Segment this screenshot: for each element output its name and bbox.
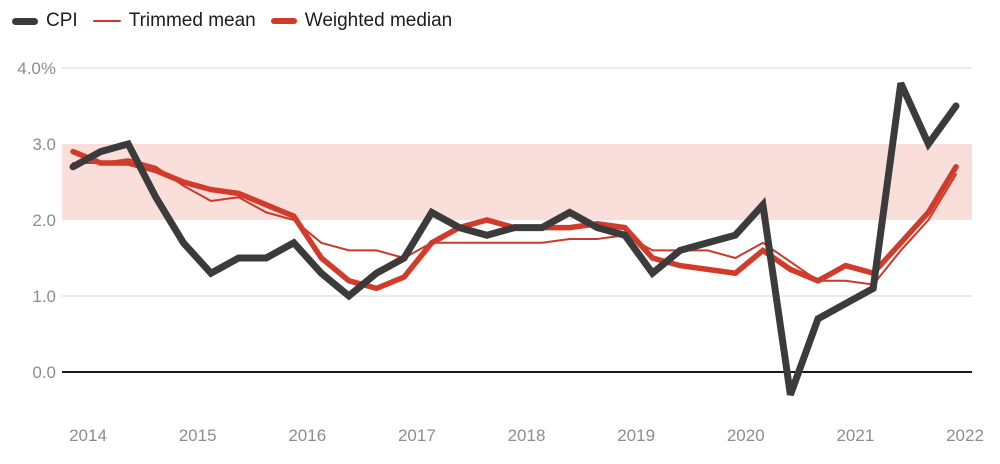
x-tick-label: 2022 [946,426,984,445]
legend-label-weighted-median: Weighted median [304,10,453,31]
trimmed-mean-line-swatch-icon [92,19,121,23]
target-band [62,144,972,220]
y-tick-label: 3.0 [32,135,56,154]
y-tick-label: 2.0 [32,211,56,230]
legend-label-trimmed-mean: Trimmed mean [128,10,256,31]
x-tick-label: 2016 [288,426,326,445]
x-tick-label: 2020 [727,426,765,445]
cpi-line [69,81,960,396]
x-tick-label: 2018 [508,426,546,445]
cpi-line-swatch-icon [12,17,38,25]
x-tick-label: 2021 [836,426,874,445]
x-tick-label: 2017 [398,426,436,445]
weighted-median-line-swatch-icon [270,18,297,24]
y-tick-label: 4.0% [17,59,56,78]
legend: CPI Trimmed mean Weighted median [12,10,452,32]
x-tick-label: 2014 [69,426,107,445]
legend-label-cpi: CPI [46,10,78,31]
legend-item-weighted-median: Weighted median [270,10,453,32]
legend-item-trimmed-mean: Trimmed mean [92,10,256,32]
y-tick-label: 0.0 [32,363,56,382]
legend-item-cpi: CPI [12,10,78,32]
x-tick-label: 2019 [617,426,655,445]
x-tick-label: 2015 [179,426,217,445]
y-tick-label: 1.0 [32,287,56,306]
